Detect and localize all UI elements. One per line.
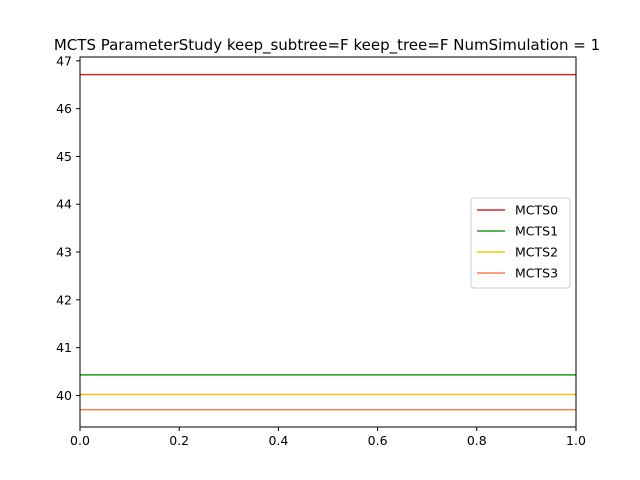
legend-label-mcts0: MCTS0 [515, 203, 558, 218]
y-tick-label: 42 [56, 292, 72, 307]
x-tick-label: 0.0 [70, 433, 90, 448]
x-tick-label: 0.8 [467, 433, 487, 448]
y-tick-label: 41 [56, 340, 72, 355]
legend: MCTS0 MCTS1 MCTS2 MCTS3 [470, 197, 571, 289]
legend-label-mcts1: MCTS1 [515, 224, 558, 239]
y-tick-label: 45 [56, 149, 72, 164]
y-tick-label: 47 [56, 53, 72, 68]
y-tick-label: 43 [56, 245, 72, 260]
x-tick-label: 0.4 [268, 433, 288, 448]
legend-box [470, 197, 571, 289]
legend-label-mcts2: MCTS2 [515, 245, 558, 260]
x-tick-label: 0.2 [169, 433, 189, 448]
y-axis: 40 41 42 43 44 45 46 47 [56, 53, 80, 403]
x-tick-label: 1.0 [566, 433, 586, 448]
y-tick-label: 40 [56, 388, 72, 403]
x-axis: 0.0 0.2 0.4 0.6 0.8 1.0 [70, 427, 586, 448]
y-tick-label: 46 [56, 101, 72, 116]
x-tick-label: 0.6 [368, 433, 388, 448]
axes-frame [79, 56, 577, 428]
legend-label-mcts3: MCTS3 [515, 266, 558, 281]
y-tick-label: 44 [56, 197, 72, 212]
series-lines [80, 73, 576, 411]
chart-title: MCTS ParameterStudy keep_subtree=F keep_… [54, 36, 600, 55]
